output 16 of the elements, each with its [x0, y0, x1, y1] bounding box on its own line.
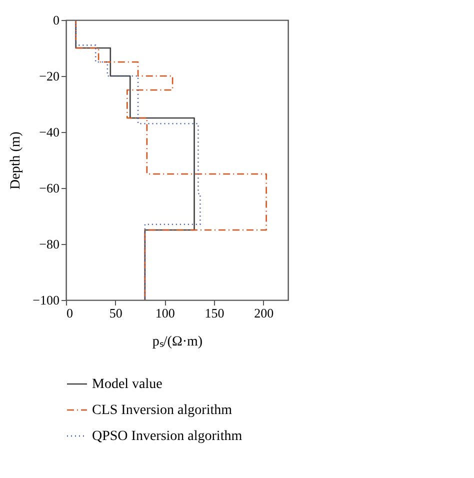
- y-tick-label: −80: [39, 236, 60, 252]
- x-tick-label: 200: [254, 306, 274, 320]
- x-tick-label: 0: [66, 306, 73, 320]
- y-tick-label: −100: [32, 292, 60, 308]
- x-tick-label: 150: [204, 306, 224, 320]
- legend-label: Model value: [92, 377, 162, 392]
- x-tick-label: 100: [155, 306, 175, 320]
- legend-label: CLS Inversion algorithm: [92, 403, 232, 418]
- x-axis-title: pₛ/(Ω·m): [152, 334, 203, 350]
- y-tick-label: 0: [53, 12, 60, 28]
- x-tick-label: 50: [109, 306, 122, 320]
- y-tick-label: −20: [39, 68, 60, 84]
- y-tick-label: −40: [39, 124, 60, 140]
- y-tick-label: −60: [39, 180, 60, 196]
- y-axis-title: Depth (m): [8, 131, 24, 190]
- legend-label: QPSO Inversion algorithm: [92, 429, 242, 444]
